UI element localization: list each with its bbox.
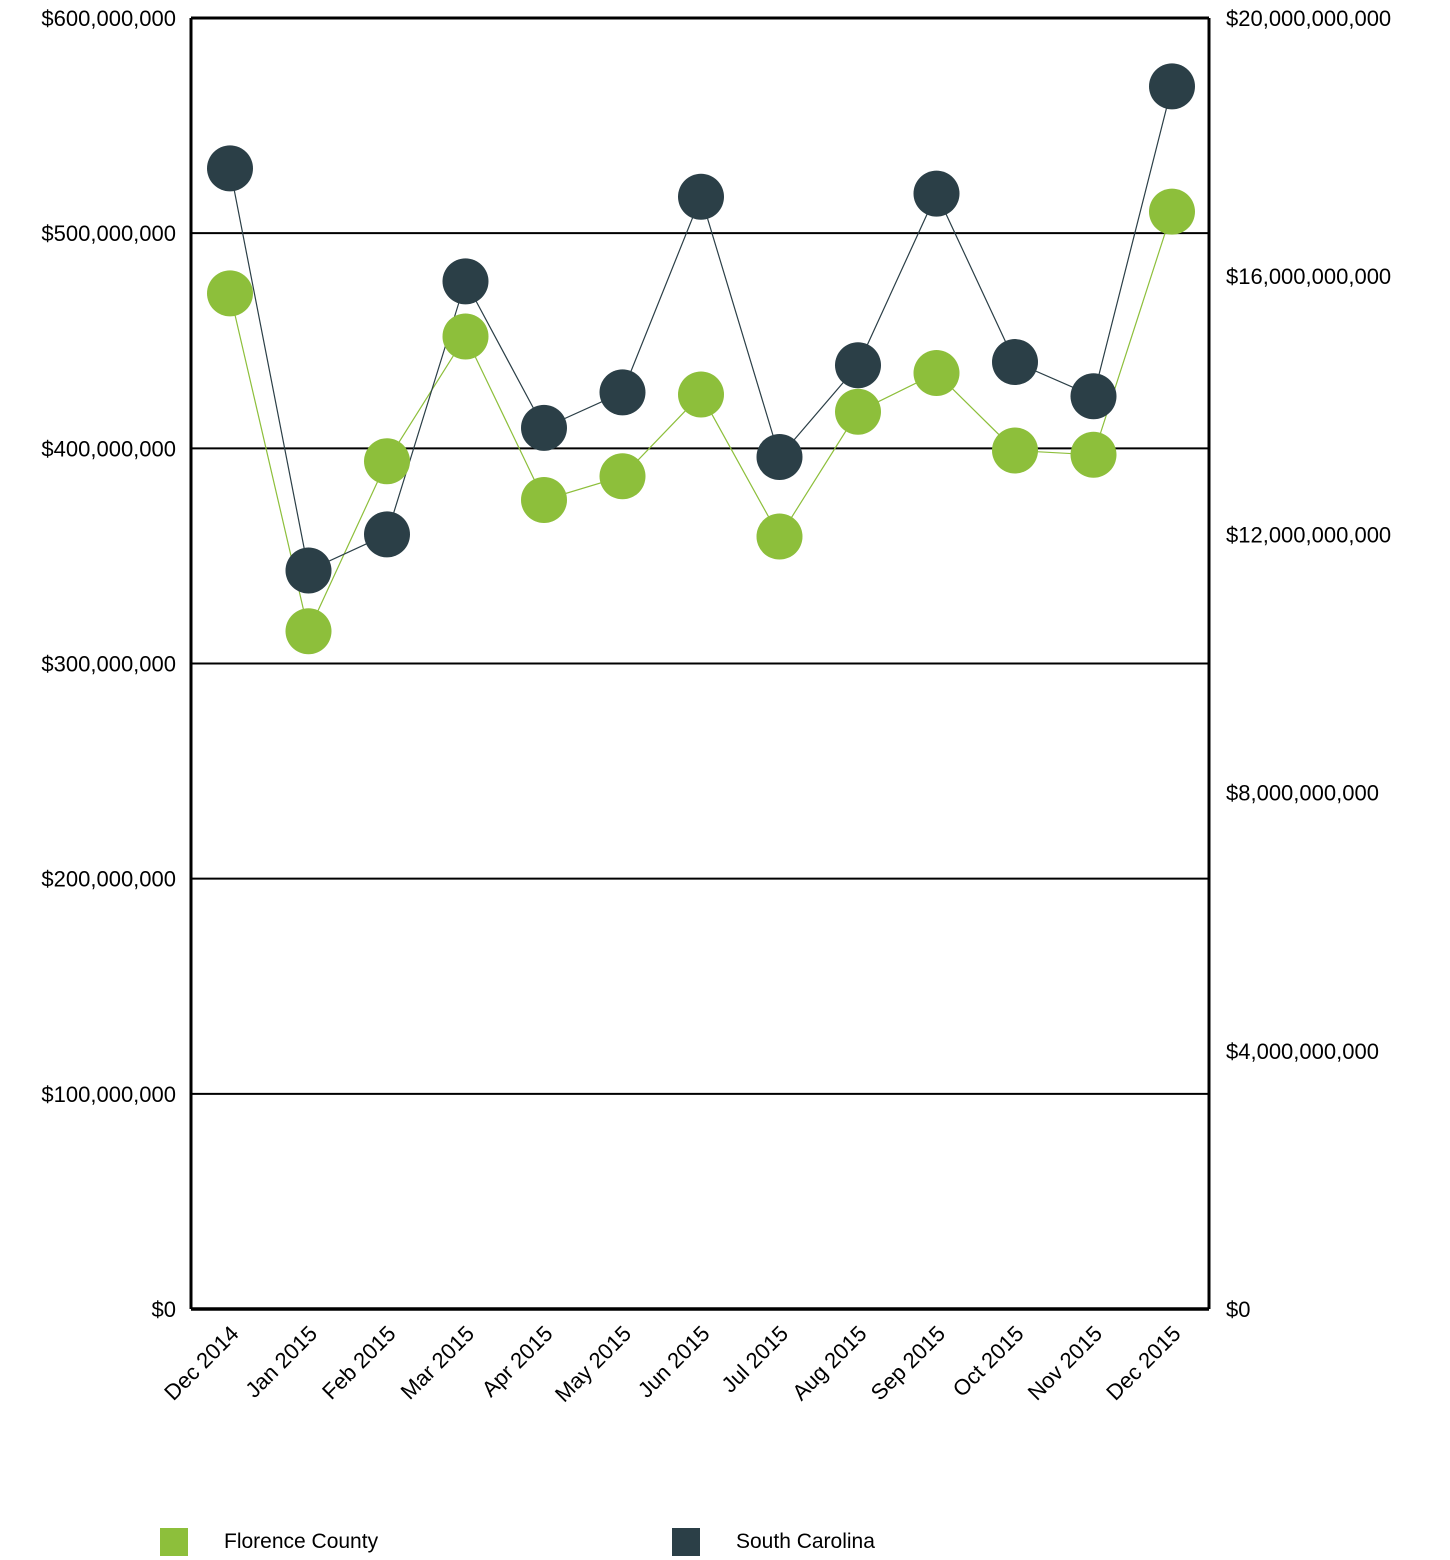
- data-point-florence-county: [756, 513, 803, 560]
- series-points: [207, 63, 1195, 655]
- data-point-florence-county: [835, 388, 881, 435]
- data-point-south-carolina: [992, 339, 1038, 386]
- x-axis-tick-label: Jun 2015: [633, 1321, 715, 1403]
- data-point-south-carolina: [364, 511, 410, 558]
- legend-swatch-florence-county: [160, 1528, 188, 1556]
- data-point-florence-county: [207, 270, 253, 317]
- left-axis-tick-label: $400,000,000: [41, 436, 176, 461]
- x-axis-tick-label: Jan 2015: [240, 1321, 322, 1403]
- data-point-florence-county: [599, 453, 646, 500]
- gridlines: [191, 232, 1209, 1095]
- data-point-south-carolina: [285, 547, 332, 594]
- data-point-florence-county: [678, 371, 724, 418]
- x-axis-tick-label: Sep 2015: [866, 1321, 950, 1405]
- data-point-south-carolina: [756, 433, 803, 480]
- axes: [189, 16, 1211, 1311]
- data-point-florence-county: [913, 350, 960, 397]
- x-axis-tick-label: Jul 2015: [717, 1321, 794, 1398]
- data-point-south-carolina: [599, 369, 646, 416]
- data-point-south-carolina: [442, 258, 489, 305]
- legend-item-florence-county: Florence County: [160, 1528, 378, 1556]
- right-axis-tick-label: $0: [1226, 1297, 1250, 1322]
- data-point-south-carolina: [1070, 373, 1117, 420]
- data-point-florence-county: [1070, 431, 1117, 478]
- left-axis-tick-label: $100,000,000: [41, 1082, 176, 1107]
- series-line-south-carolina: [229, 86, 1173, 572]
- right-axis-tick-label: $12,000,000,000: [1226, 522, 1391, 547]
- x-axis-tick-label: May 2015: [550, 1321, 636, 1407]
- series-line-florence-county: [229, 211, 1173, 634]
- data-point-florence-county: [364, 438, 410, 485]
- legend-label-south-carolina: South Carolina: [736, 1530, 875, 1553]
- x-axis-tick-label: Oct 2015: [948, 1321, 1029, 1402]
- data-point-south-carolina: [913, 170, 960, 217]
- left-axis-tick-label: $300,000,000: [41, 652, 176, 677]
- x-axis-tick-label: Mar 2015: [396, 1321, 479, 1404]
- data-point-florence-county: [992, 427, 1038, 474]
- right-axis-tick-label: $16,000,000,000: [1226, 264, 1391, 289]
- right-axis-tick-labels: $0 $4,000,000,000 $8,000,000,000 $12,000,00…: [1226, 6, 1391, 1322]
- x-axis-tick-label: Nov 2015: [1023, 1321, 1107, 1405]
- data-point-south-carolina: [1149, 63, 1195, 110]
- right-axis-tick-label: $4,000,000,000: [1226, 1039, 1379, 1064]
- x-axis-tick-label: Feb 2015: [317, 1321, 400, 1404]
- data-point-florence-county: [1149, 188, 1195, 235]
- x-axis-tick-label: Apr 2015: [477, 1321, 558, 1402]
- legend-item-south-carolina: South Carolina: [672, 1528, 875, 1556]
- legend-swatch-south-carolina: [672, 1528, 700, 1556]
- x-axis-tick-label: Dec 2014: [159, 1321, 243, 1405]
- x-axis-tick-label: Aug 2015: [787, 1321, 871, 1405]
- left-axis-tick-label: $500,000,000: [41, 221, 176, 246]
- left-axis-tick-label: $0: [152, 1297, 176, 1322]
- right-axis-tick-label: $8,000,000,000: [1226, 781, 1379, 806]
- left-axis-tick-label: $600,000,000: [41, 6, 176, 31]
- data-point-south-carolina: [521, 404, 567, 451]
- data-point-florence-county: [521, 476, 567, 523]
- left-axis-tick-label: $200,000,000: [41, 867, 176, 892]
- data-point-south-carolina: [207, 145, 253, 192]
- data-point-florence-county: [285, 608, 332, 655]
- left-axis-tick-labels: $0 $100,000,000 $200,000,000 $300,000,000 $4…: [41, 6, 176, 1322]
- data-point-south-carolina: [835, 342, 881, 389]
- legend-label-florence-county: Florence County: [224, 1530, 379, 1553]
- x-axis-tick-label: Dec 2015: [1101, 1321, 1185, 1405]
- data-point-florence-county: [442, 313, 489, 360]
- data-point-south-carolina: [678, 173, 724, 220]
- right-axis-tick-label: $20,000,000,000: [1226, 6, 1391, 31]
